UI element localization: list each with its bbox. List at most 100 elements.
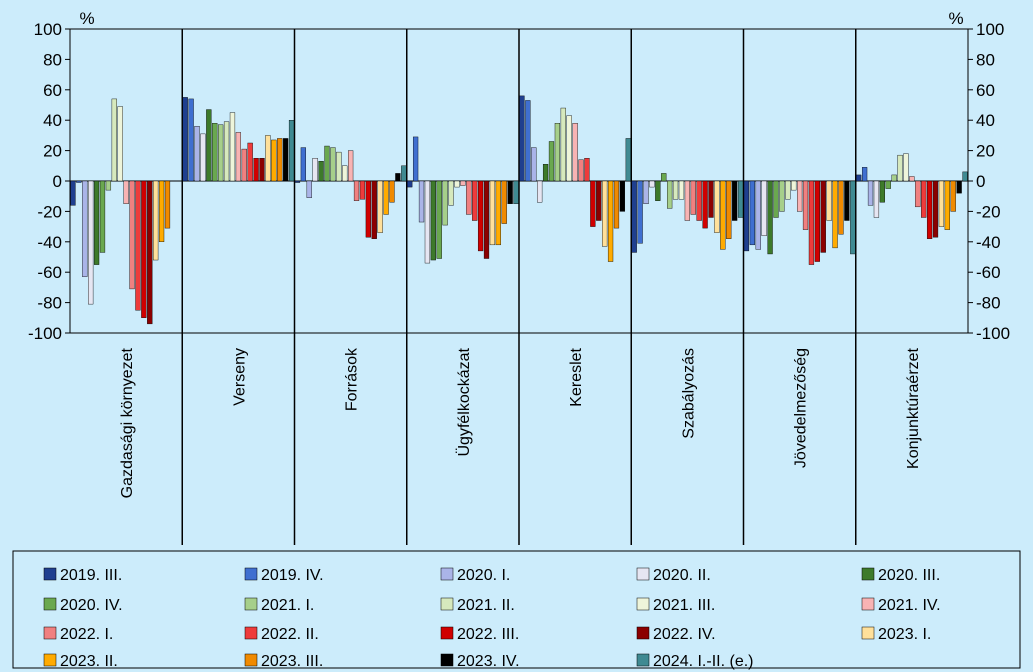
bar bbox=[613, 180, 620, 229]
y-tick-label-left: -60 bbox=[37, 263, 62, 282]
bar bbox=[519, 95, 525, 182]
bar bbox=[418, 180, 425, 223]
bar bbox=[141, 180, 147, 319]
bar bbox=[412, 136, 419, 182]
legend-label: 2020. II. bbox=[653, 567, 711, 584]
legend-label: 2023. III. bbox=[261, 653, 323, 670]
bar bbox=[218, 124, 224, 182]
bar bbox=[430, 180, 436, 261]
y-unit-left: % bbox=[79, 9, 94, 28]
bar bbox=[649, 180, 655, 188]
bar bbox=[962, 171, 968, 182]
category-label: Gazdasági környezet bbox=[119, 347, 136, 498]
bar bbox=[631, 180, 637, 253]
bar bbox=[342, 165, 348, 182]
y-unit-right: % bbox=[948, 9, 963, 28]
bar bbox=[188, 98, 194, 182]
y-tick-label-right: 40 bbox=[976, 111, 995, 130]
bar bbox=[560, 107, 566, 182]
bar bbox=[566, 115, 572, 182]
y-tick-label-left: 40 bbox=[43, 111, 62, 130]
bar bbox=[678, 180, 685, 200]
bar bbox=[383, 180, 389, 215]
bar bbox=[643, 180, 649, 204]
bar bbox=[265, 135, 271, 182]
bar bbox=[111, 98, 117, 182]
bar bbox=[861, 167, 868, 182]
bar bbox=[873, 180, 880, 218]
bar bbox=[200, 133, 206, 182]
bar bbox=[377, 180, 383, 233]
bar bbox=[306, 180, 312, 198]
bar bbox=[271, 139, 277, 182]
legend-swatch bbox=[636, 626, 650, 640]
bar bbox=[194, 126, 200, 182]
bar bbox=[483, 180, 490, 259]
bar bbox=[318, 161, 324, 182]
legend-swatch bbox=[636, 567, 650, 581]
bar bbox=[909, 176, 915, 182]
bar bbox=[720, 180, 726, 250]
bar bbox=[525, 100, 531, 182]
category-label: Kereslet bbox=[568, 347, 585, 406]
bar bbox=[779, 180, 785, 212]
legend-label: 2022. I. bbox=[60, 626, 113, 643]
bar bbox=[655, 180, 661, 201]
bar bbox=[359, 180, 366, 200]
y-tick-label-right: 20 bbox=[976, 142, 995, 161]
legend-swatch bbox=[244, 653, 258, 667]
bar bbox=[548, 141, 555, 182]
y-tick-label-left: -100 bbox=[28, 324, 62, 343]
legend-swatch bbox=[43, 567, 57, 581]
legend-label: 2021. II. bbox=[457, 597, 515, 614]
bar bbox=[324, 145, 330, 182]
y-tick-label-right: 80 bbox=[976, 50, 995, 69]
legend-label: 2020. IV. bbox=[60, 597, 123, 614]
bar bbox=[277, 138, 283, 182]
bar bbox=[82, 180, 88, 277]
bar bbox=[885, 180, 891, 189]
bar bbox=[353, 180, 360, 201]
y-tick-label-left: -40 bbox=[37, 233, 62, 252]
bar bbox=[956, 180, 962, 194]
bar bbox=[442, 180, 448, 226]
bar bbox=[696, 180, 702, 221]
legend-swatch bbox=[244, 567, 258, 581]
bar bbox=[844, 180, 850, 221]
bar bbox=[578, 159, 584, 182]
y-tick-label-right: -80 bbox=[976, 294, 1001, 313]
legend-label: 2020. I. bbox=[457, 567, 510, 584]
bar bbox=[773, 180, 779, 218]
legend-label: 2022. II. bbox=[261, 626, 319, 643]
bar bbox=[915, 180, 921, 208]
bar bbox=[123, 180, 129, 204]
category-label: Jövedelmezőség bbox=[793, 348, 810, 468]
y-tick-label-right: 60 bbox=[976, 81, 995, 100]
bar bbox=[531, 147, 537, 182]
legend-label: 2021. IV. bbox=[878, 597, 941, 614]
category-label: Ügyfélkockázat bbox=[455, 347, 473, 456]
bar bbox=[897, 154, 903, 182]
bar bbox=[436, 180, 442, 259]
legend-swatch bbox=[43, 626, 57, 640]
legend-label: 2023. IV. bbox=[457, 653, 520, 670]
bar bbox=[365, 180, 371, 238]
legend bbox=[12, 550, 1021, 669]
bar bbox=[661, 173, 667, 182]
bar bbox=[637, 180, 643, 244]
bar bbox=[761, 180, 767, 236]
bar bbox=[607, 180, 614, 262]
bar bbox=[714, 180, 720, 233]
bar bbox=[832, 180, 838, 249]
bar bbox=[147, 180, 153, 325]
bar bbox=[401, 165, 407, 182]
bar bbox=[850, 180, 856, 255]
bar bbox=[584, 157, 590, 182]
bar bbox=[785, 180, 791, 200]
y-tick-label-left: -20 bbox=[37, 202, 62, 221]
legend-swatch bbox=[244, 626, 258, 640]
bar bbox=[495, 180, 501, 246]
bar bbox=[602, 180, 608, 247]
bar bbox=[212, 123, 218, 182]
bar bbox=[448, 180, 454, 206]
